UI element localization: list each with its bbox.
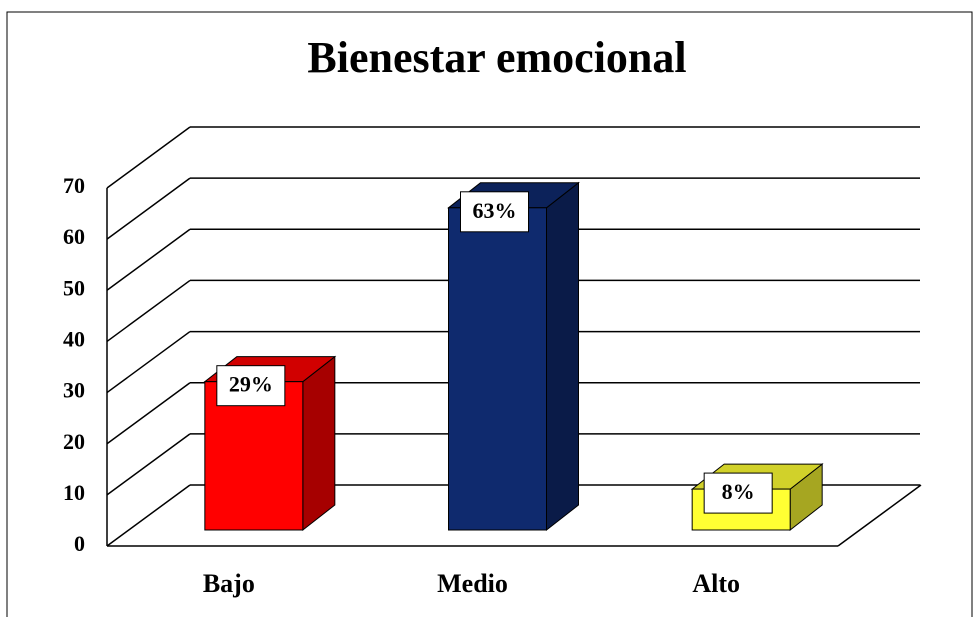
- bar-side: [546, 181, 579, 532]
- value-label-box: [703, 472, 773, 514]
- grid-line: [106, 228, 191, 291]
- chart-title: Bienestar emocional: [307, 33, 686, 82]
- bar-side: [302, 355, 336, 532]
- y-tick-label: 20: [63, 429, 85, 454]
- y-tick-label: 70: [63, 173, 85, 198]
- value-label: 63%: [473, 198, 517, 223]
- value-label: 29%: [229, 372, 273, 397]
- bar: [447, 181, 580, 532]
- value-label-box: [460, 191, 529, 233]
- grid-line: [106, 484, 191, 547]
- grid-line: [106, 126, 191, 189]
- y-tick-label: 10: [63, 480, 85, 505]
- x-tick-label: Medio: [437, 569, 508, 598]
- grid-line: [106, 279, 191, 343]
- x-tick-label: Alto: [692, 569, 740, 598]
- value-label-box: [216, 365, 286, 407]
- y-tick-label: 50: [63, 275, 85, 300]
- value-label: 8%: [722, 479, 755, 504]
- floor-edge: [837, 484, 922, 547]
- y-tick-label: 40: [63, 326, 85, 351]
- grid-line: [106, 382, 191, 445]
- grid-line: [106, 177, 191, 240]
- grid-line: [106, 433, 191, 496]
- y-tick-label: 60: [63, 224, 85, 249]
- frame: [6, 11, 973, 617]
- y-tick-label: 0: [74, 531, 85, 556]
- bar-front: [204, 381, 304, 531]
- bar-front: [448, 207, 547, 531]
- y-tick-label: 30: [63, 378, 85, 403]
- grid-line: [106, 330, 191, 394]
- x-tick-label: Bajo: [203, 569, 255, 598]
